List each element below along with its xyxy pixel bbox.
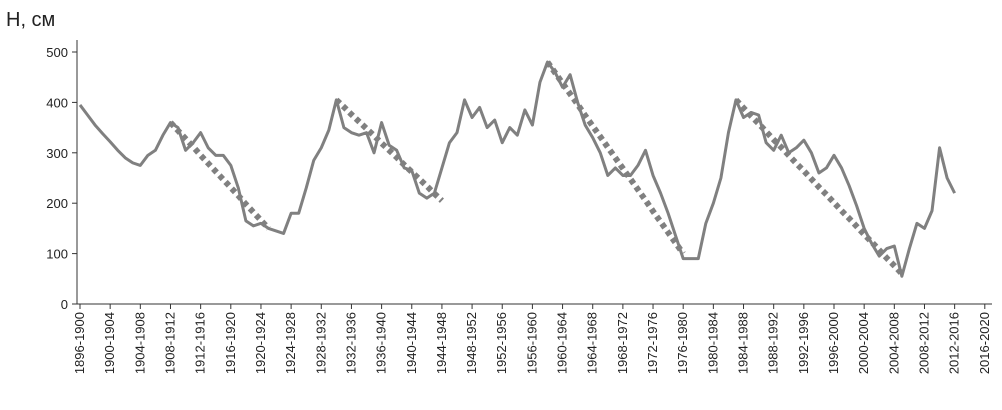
x-tick-label: 1980-1984	[705, 312, 720, 374]
x-tick-label: 1948-1952	[464, 312, 479, 374]
x-tick-label: 2004-2008	[886, 312, 901, 374]
x-tick-label: 1968-1972	[615, 312, 630, 374]
x-tick-label: 1952-1956	[494, 312, 509, 374]
x-tick-label: 1964-1968	[585, 312, 600, 374]
y-tick-label: 100	[46, 247, 68, 262]
x-tick-label: 1928-1932	[313, 312, 328, 374]
x-tick-label: 1976-1980	[675, 312, 690, 374]
x-tick-label: 1932-1936	[343, 312, 358, 374]
x-tick-label: 1944-1948	[434, 312, 449, 374]
x-tick-label: 2012-2016	[947, 312, 962, 374]
x-tick-label: 1924-1928	[283, 312, 298, 374]
x-tick-label: 1900-1904	[102, 312, 117, 374]
y-tick-label: 200	[46, 196, 68, 211]
y-tick-label: 500	[46, 45, 68, 60]
x-tick-label: 1996-2000	[826, 312, 841, 374]
x-tick-label: 1972-1976	[645, 312, 660, 374]
y-tick-label: 400	[46, 95, 68, 110]
x-tick-label: 1936-1940	[374, 312, 389, 374]
x-tick-label: 1916-1920	[223, 312, 238, 374]
x-tick-label: 1908-1912	[162, 312, 177, 374]
trend-line	[168, 60, 905, 276]
x-tick-label: 1956-1960	[524, 312, 539, 374]
x-tick-label: 1988-1992	[766, 312, 781, 374]
y-tick-label: 300	[46, 146, 68, 161]
x-tick-label: 1984-1988	[736, 312, 751, 374]
x-tick-label: 1960-1964	[555, 312, 570, 374]
x-tick-label: 1920-1924	[253, 312, 268, 374]
x-tick-label: 2000-2004	[856, 312, 871, 374]
x-tick-label: 2016-2020	[977, 312, 992, 374]
x-tick-label: 1992-1996	[796, 312, 811, 374]
x-tick-label: 2008-2012	[916, 312, 931, 374]
data-line	[78, 60, 956, 278]
y-tick-label: 0	[61, 297, 68, 312]
x-tick-label: 1940-1944	[404, 312, 419, 374]
x-tick-label: 1912-1916	[193, 312, 208, 374]
x-tick-label: 1896-1900	[72, 312, 87, 374]
y-axis-label: H, см	[6, 9, 55, 31]
x-tick-label: 1904-1908	[132, 312, 147, 374]
